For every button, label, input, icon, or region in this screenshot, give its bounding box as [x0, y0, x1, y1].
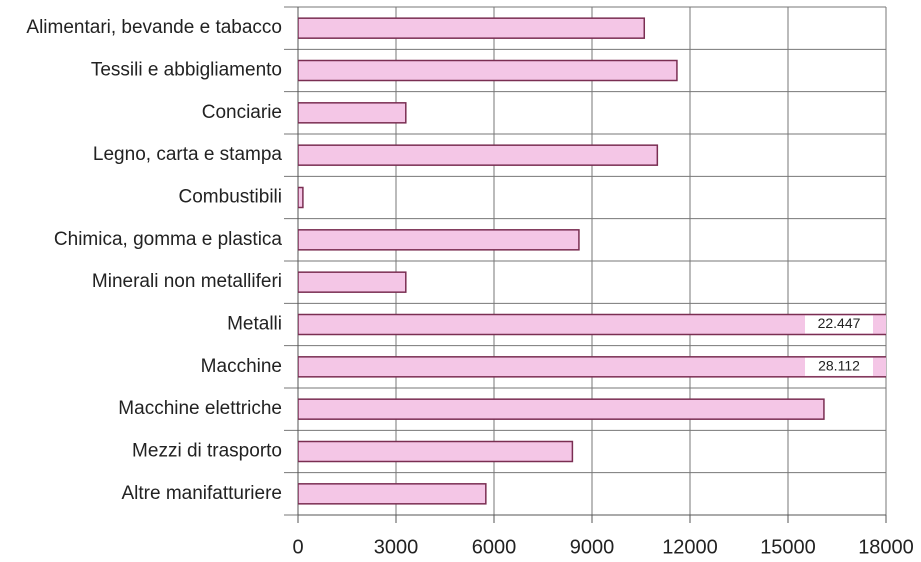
y-tick-label: Tessili e abbigliamento [91, 60, 282, 81]
y-tick-label: Macchine [201, 356, 282, 377]
x-tick-label: 9000 [570, 536, 615, 558]
labels: 0 3000 6000 9000 12000 15000 18000 Alimentari, … [26, 17, 913, 558]
bar [298, 483, 487, 505]
bar [298, 440, 574, 463]
x-tick-label: 0 [292, 536, 303, 558]
bar [298, 398, 825, 420]
bar [298, 356, 886, 378]
y-tick-label: Altre manifatturiere [121, 483, 282, 504]
x-tick-label: 15000 [760, 536, 816, 558]
bar [298, 102, 407, 124]
bar [298, 313, 886, 336]
y-tick-label: Combustibili [179, 187, 282, 208]
grid [284, 6, 887, 523]
bars [298, 17, 886, 505]
y-tick-label: Alimentari, bevande e tabacco [26, 17, 282, 38]
value-label: 22.447 [818, 315, 861, 331]
bar [298, 59, 678, 82]
value-label: 28.112 [818, 358, 860, 374]
y-tick-label: Macchine elettriche [118, 398, 282, 419]
bar [298, 186, 304, 209]
value-label-box [805, 315, 873, 334]
bar [298, 144, 659, 166]
x-tick-label: 18000 [858, 536, 914, 558]
y-tick-label: Legno, carta e stampa [93, 144, 282, 165]
y-tick-label: Mezzi di trasporto [132, 441, 282, 462]
y-tick-label: Metalli [227, 314, 282, 335]
bar [298, 229, 580, 251]
y-tick-label: Minerali non metalliferi [92, 271, 282, 292]
bar [298, 17, 646, 39]
bar [298, 271, 407, 293]
x-tick-label: 6000 [472, 536, 517, 558]
x-tick-label: 3000 [374, 536, 419, 558]
x-tick-label: 12000 [662, 536, 718, 558]
y-tick-label: Conciarie [202, 102, 282, 123]
y-tick-label: Chimica, gomma e plastica [54, 229, 283, 250]
value-label-box [805, 357, 873, 376]
